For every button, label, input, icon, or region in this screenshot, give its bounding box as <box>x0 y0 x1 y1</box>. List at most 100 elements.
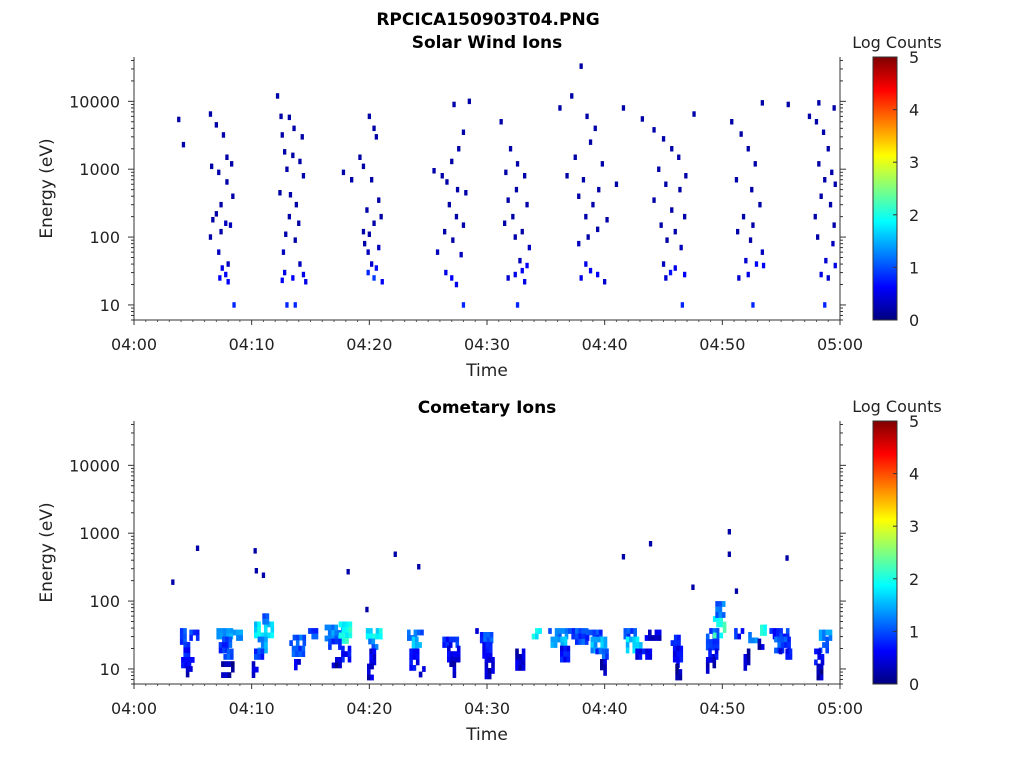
data-cell <box>716 616 720 622</box>
data-cell <box>648 648 653 655</box>
data-cell <box>484 673 489 680</box>
data-cell <box>226 279 230 285</box>
data-cell <box>185 666 190 672</box>
data-cell <box>788 654 793 660</box>
data-cell <box>365 606 369 613</box>
data-cell <box>367 231 371 237</box>
data-cell <box>743 659 748 666</box>
data-cell <box>302 634 307 641</box>
colorbar-tick-label: 4 <box>909 465 919 484</box>
colorbar-tick-label: 0 <box>909 311 919 330</box>
data-cell <box>417 564 421 570</box>
data-cell <box>664 181 668 187</box>
data-cell <box>447 651 451 657</box>
data-cell <box>304 279 308 285</box>
data-cell <box>260 642 265 648</box>
data-cell <box>621 554 626 560</box>
data-cell <box>189 629 193 636</box>
data-cell <box>345 632 349 639</box>
colorbar-tick-label: 5 <box>909 412 919 431</box>
data-cell <box>828 201 833 208</box>
data-cell <box>538 628 542 634</box>
data-cell <box>450 656 454 663</box>
data-cell <box>292 125 296 132</box>
data-cell <box>257 621 261 628</box>
data-cell <box>491 668 495 674</box>
data-cell <box>652 127 656 133</box>
data-cell <box>774 636 778 643</box>
data-cell <box>445 636 450 643</box>
data-cell <box>721 601 726 607</box>
data-cell <box>744 257 748 264</box>
data-cell <box>192 629 197 636</box>
data-cell <box>219 228 223 235</box>
data-layer <box>171 529 833 681</box>
data-cell <box>826 275 830 281</box>
data-cell <box>600 664 604 671</box>
data-cell <box>596 226 600 233</box>
data-cell <box>817 648 821 655</box>
data-cell <box>816 663 821 670</box>
data-cell <box>216 628 220 634</box>
data-cell <box>214 122 218 128</box>
data-cell <box>830 169 834 176</box>
data-cell <box>758 201 762 208</box>
data-cell <box>705 662 710 669</box>
data-cell <box>216 633 220 640</box>
data-cell <box>715 606 719 613</box>
data-cell <box>709 644 713 651</box>
data-cell <box>311 628 315 634</box>
data-cell <box>780 636 785 643</box>
data-cell <box>231 666 235 673</box>
data-cell <box>746 271 750 278</box>
data-cell <box>571 628 576 634</box>
data-cell <box>648 654 653 660</box>
data-cell <box>632 647 636 654</box>
data-cell <box>227 661 232 667</box>
data-cell <box>407 635 411 641</box>
data-cell <box>784 642 788 648</box>
data-cell <box>581 177 586 183</box>
colorbar-label: Log Counts <box>852 397 942 416</box>
data-cell <box>816 669 821 675</box>
data-cell <box>709 657 713 663</box>
data-cell <box>251 666 256 673</box>
data-cell <box>254 621 258 628</box>
data-cell <box>177 116 181 123</box>
data-cell <box>719 632 724 639</box>
data-cell <box>298 158 302 165</box>
data-cell <box>577 240 581 247</box>
data-cell <box>518 665 523 671</box>
data-cell <box>342 621 346 628</box>
data-cell <box>654 635 659 641</box>
data-cell <box>712 639 717 645</box>
data-cell <box>705 668 710 674</box>
data-cell <box>447 645 451 652</box>
data-cell <box>291 152 295 159</box>
data-cell <box>298 645 302 652</box>
data-cell <box>578 633 582 640</box>
data-cell <box>825 629 829 636</box>
data-cell <box>566 645 571 652</box>
data-cell <box>348 632 353 639</box>
data-cell <box>301 173 306 179</box>
data-cell <box>554 633 559 640</box>
data-cell <box>485 641 490 648</box>
data-cell <box>777 642 781 648</box>
data-cell <box>563 656 567 663</box>
data-cell <box>253 548 257 554</box>
data-cell <box>499 119 503 125</box>
data-cell <box>291 275 295 281</box>
panel-title: Cometary Ions <box>418 398 557 418</box>
y-tick-label: 1000 <box>79 524 120 543</box>
data-cell <box>712 662 717 669</box>
data-cell <box>737 633 741 640</box>
data-cell <box>822 629 826 636</box>
data-cell <box>297 220 301 226</box>
data-cell <box>442 642 446 648</box>
data-cell <box>331 624 335 631</box>
data-cell <box>367 113 371 120</box>
data-cell <box>489 632 494 638</box>
data-cell <box>626 633 631 640</box>
data-cell <box>711 654 716 660</box>
